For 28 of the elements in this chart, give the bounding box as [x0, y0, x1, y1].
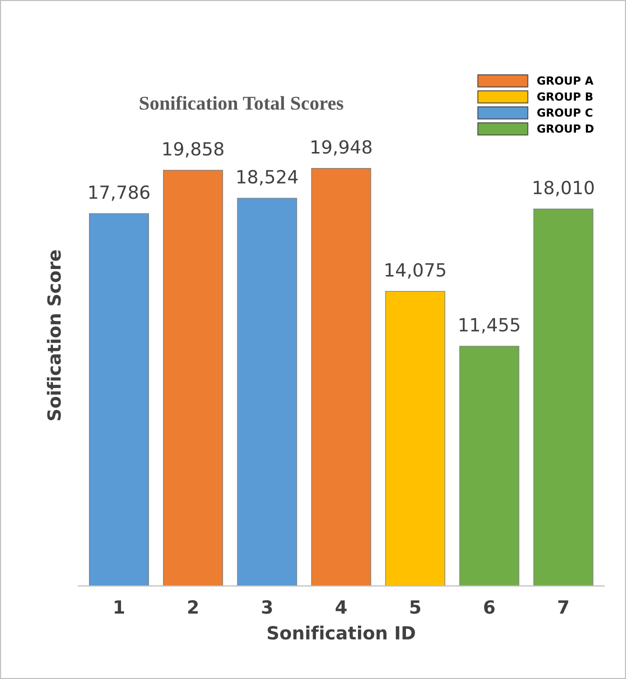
data-label: 11,455 — [460, 318, 520, 334]
chart-title: Sonification Total Scores — [140, 96, 344, 110]
data-label: 19,948 — [312, 140, 372, 156]
bar — [237, 198, 298, 586]
x-tick-label: 6 — [484, 600, 495, 614]
bar — [163, 170, 224, 586]
bar — [311, 168, 372, 586]
bar — [89, 213, 149, 586]
data-label: 18,010 — [534, 180, 594, 196]
legend-label: GROUP C — [537, 108, 592, 117]
bar — [533, 208, 594, 586]
x-tick-label: 4 — [336, 600, 347, 614]
x-tick-label: 7 — [558, 600, 568, 614]
data-label: 18,524 — [238, 170, 298, 186]
legend-label: GROUP A — [537, 76, 594, 85]
x-tick-label: 1 — [114, 600, 124, 614]
x-tick-label: 2 — [188, 600, 198, 614]
y-axis-title: Soification Score — [46, 250, 61, 420]
data-label: 14,075 — [386, 263, 446, 279]
x-tick-label: 3 — [262, 600, 272, 614]
bar — [385, 290, 446, 586]
legend-label: GROUP D — [537, 124, 594, 133]
data-label: 17,786 — [89, 185, 150, 201]
data-label: 19,858 — [163, 142, 224, 158]
x-tick-label: 5 — [410, 600, 420, 614]
legend-label: GROUP B — [537, 92, 593, 101]
x-axis-title: Sonification ID — [268, 626, 415, 640]
bar — [459, 346, 520, 586]
